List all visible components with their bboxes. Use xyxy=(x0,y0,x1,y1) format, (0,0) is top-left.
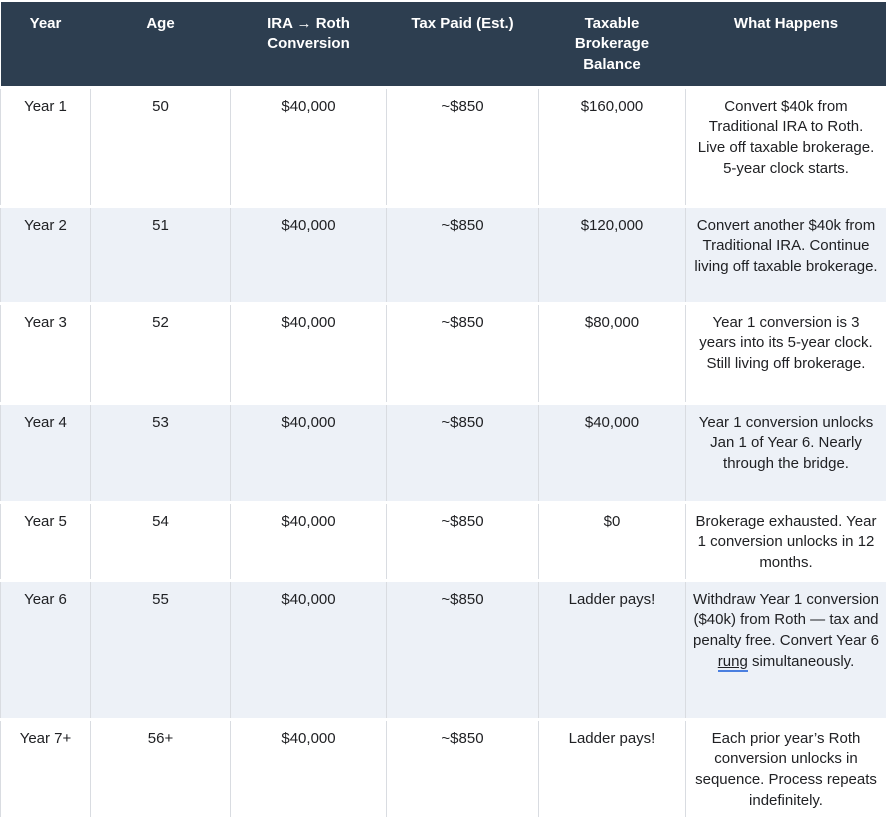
cell-age: 51 xyxy=(91,206,231,303)
what-happens-text: simultaneously. xyxy=(748,653,854,670)
cell-year: Year 1 xyxy=(1,87,91,206)
table-row-year-7-plus: Year 7+ 56+ $40,000 ~$850 Ladder pays! E… xyxy=(1,719,886,817)
cell-age: 50 xyxy=(91,87,231,206)
cell-conversion: $40,000 xyxy=(231,87,387,206)
column-header-age: Age xyxy=(91,2,231,87)
table-row-year-2: Year 2 51 $40,000 ~$850 $120,000 Convert… xyxy=(1,206,886,303)
table-row-year-4: Year 4 53 $40,000 ~$850 $40,000 Year 1 c… xyxy=(1,403,886,502)
cell-brokerage-balance: Ladder pays! xyxy=(539,580,686,719)
column-header-conversion: IRA → Roth Conversion xyxy=(231,2,387,87)
cell-tax-paid: ~$850 xyxy=(387,87,539,206)
what-happens-text: Withdraw Year 1 conversion ($40k) from R… xyxy=(693,591,879,649)
cell-age: 56+ xyxy=(91,719,231,817)
cell-what-happens: Convert $40k from Traditional IRA to Rot… xyxy=(686,87,886,206)
column-header-year: Year xyxy=(1,2,91,87)
cell-age: 54 xyxy=(91,502,231,580)
table-header: Year Age IRA → Roth Conversion Tax Paid … xyxy=(1,2,886,87)
cell-what-happens: Withdraw Year 1 conversion ($40k) from R… xyxy=(686,580,886,719)
cell-brokerage-balance: $120,000 xyxy=(539,206,686,303)
table-row-year-3: Year 3 52 $40,000 ~$850 $80,000 Year 1 c… xyxy=(1,303,886,403)
cell-conversion: $40,000 xyxy=(231,719,387,817)
cell-brokerage-balance: Ladder pays! xyxy=(539,719,686,817)
cell-age: 52 xyxy=(91,303,231,403)
cell-conversion: $40,000 xyxy=(231,580,387,719)
cell-brokerage-balance: $40,000 xyxy=(539,403,686,502)
table-row-year-6: Year 6 55 $40,000 ~$850 Ladder pays! Wit… xyxy=(1,580,886,719)
header-row: Year Age IRA → Roth Conversion Tax Paid … xyxy=(1,2,886,87)
cell-year: Year 4 xyxy=(1,403,91,502)
cell-year: Year 7+ xyxy=(1,719,91,817)
cell-tax-paid: ~$850 xyxy=(387,403,539,502)
table-body: Year 1 50 $40,000 ~$850 $160,000 Convert… xyxy=(1,87,886,817)
cell-brokerage-balance: $80,000 xyxy=(539,303,686,403)
rung-link[interactable]: rung xyxy=(718,653,748,672)
cell-what-happens: Year 1 conversion is 3 years into its 5-… xyxy=(686,303,886,403)
column-header-tax-paid: Tax Paid (Est.) xyxy=(387,2,539,87)
column-header-what-happens: What Happens xyxy=(686,2,886,87)
table-row-year-5: Year 5 54 $40,000 ~$850 $0 Brokerage exh… xyxy=(1,502,886,580)
cell-tax-paid: ~$850 xyxy=(387,580,539,719)
cell-brokerage-balance: $160,000 xyxy=(539,87,686,206)
cell-conversion: $40,000 xyxy=(231,502,387,580)
table-row-year-1: Year 1 50 $40,000 ~$850 $160,000 Convert… xyxy=(1,87,886,206)
cell-year: Year 5 xyxy=(1,502,91,580)
cell-brokerage-balance: $0 xyxy=(539,502,686,580)
cell-year: Year 2 xyxy=(1,206,91,303)
cell-conversion: $40,000 xyxy=(231,403,387,502)
cell-conversion: $40,000 xyxy=(231,206,387,303)
cell-conversion: $40,000 xyxy=(231,303,387,403)
cell-tax-paid: ~$850 xyxy=(387,303,539,403)
cell-age: 53 xyxy=(91,403,231,502)
cell-age: 55 xyxy=(91,580,231,719)
cell-tax-paid: ~$850 xyxy=(387,719,539,817)
cell-year: Year 6 xyxy=(1,580,91,719)
cell-what-happens: Brokerage exhausted. Year 1 conversion u… xyxy=(686,502,886,580)
cell-year: Year 3 xyxy=(1,303,91,403)
cell-what-happens: Each prior year’s Roth conversion unlock… xyxy=(686,719,886,817)
cell-tax-paid: ~$850 xyxy=(387,206,539,303)
cell-what-happens: Year 1 conversion unlocks Jan 1 of Year … xyxy=(686,403,886,502)
cell-tax-paid: ~$850 xyxy=(387,502,539,580)
column-header-brokerage-balance: Taxable Brokerage Balance xyxy=(539,2,686,87)
cell-what-happens: Convert another $40k from Traditional IR… xyxy=(686,206,886,303)
